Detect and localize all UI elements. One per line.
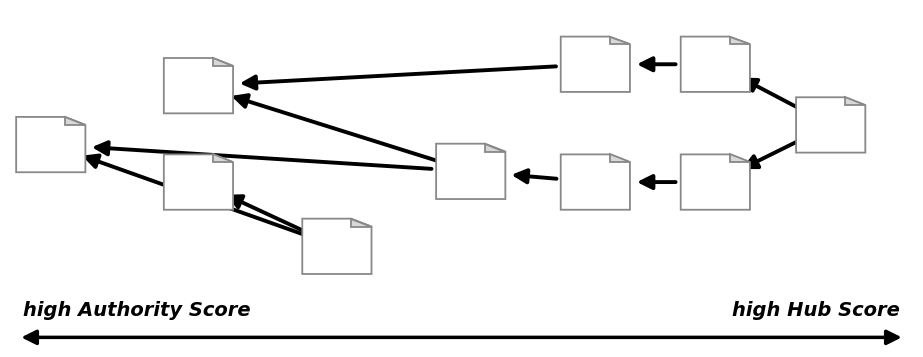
Polygon shape (796, 97, 866, 153)
Polygon shape (609, 37, 629, 45)
Polygon shape (561, 154, 629, 210)
Polygon shape (609, 154, 629, 162)
Polygon shape (163, 154, 233, 210)
Polygon shape (163, 58, 233, 114)
Polygon shape (681, 154, 749, 210)
Polygon shape (681, 37, 749, 92)
Polygon shape (212, 154, 233, 162)
Polygon shape (351, 218, 371, 227)
Text: high Hub Score: high Hub Score (732, 301, 900, 320)
Polygon shape (303, 218, 371, 274)
Polygon shape (485, 144, 506, 151)
Polygon shape (729, 154, 749, 162)
Polygon shape (65, 117, 85, 125)
Polygon shape (212, 58, 233, 66)
Polygon shape (436, 144, 506, 199)
Polygon shape (16, 117, 85, 172)
Text: high Authority Score: high Authority Score (23, 301, 251, 320)
Polygon shape (729, 37, 749, 45)
Polygon shape (561, 37, 629, 92)
Polygon shape (845, 97, 866, 105)
